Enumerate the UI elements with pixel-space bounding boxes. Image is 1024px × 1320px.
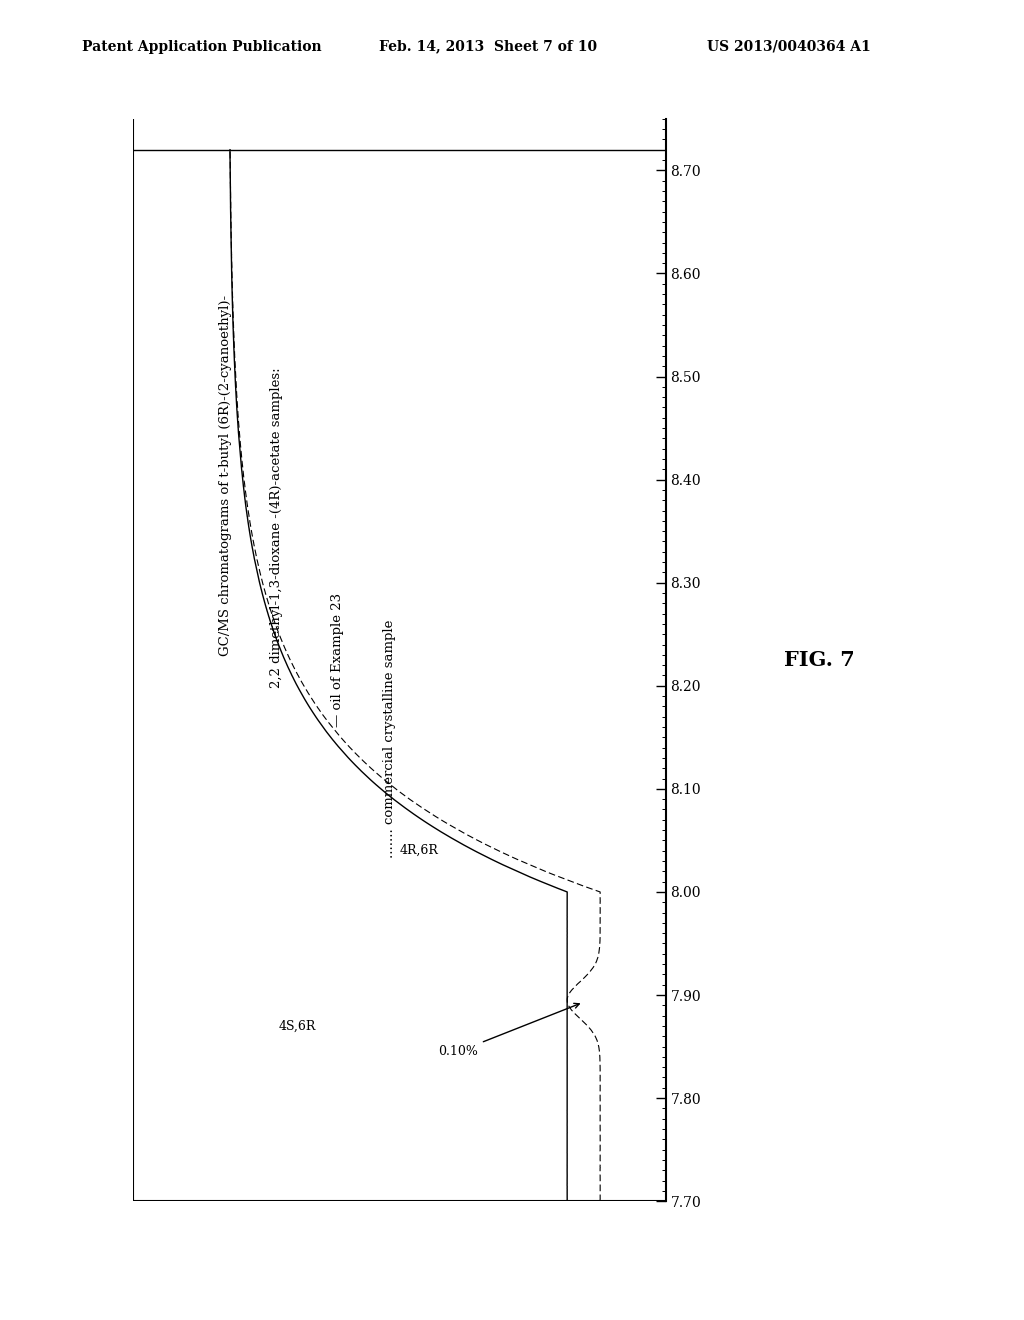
Text: 4S,6R: 4S,6R: [279, 1019, 315, 1032]
Text: US 2013/0040364 A1: US 2013/0040364 A1: [707, 40, 870, 54]
Text: 0.10%: 0.10%: [438, 1003, 580, 1059]
Text: GC/MS chromatograms of t-butyl (6R)-(2-cyanoethyl)-: GC/MS chromatograms of t-butyl (6R)-(2-c…: [219, 294, 231, 656]
Text: Feb. 14, 2013  Sheet 7 of 10: Feb. 14, 2013 Sheet 7 of 10: [379, 40, 597, 54]
Text: Patent Application Publication: Patent Application Publication: [82, 40, 322, 54]
Text: 4R,6R: 4R,6R: [399, 845, 438, 857]
Text: — oil of Example 23: — oil of Example 23: [332, 593, 344, 727]
Text: ....... commercial crystalline sample: ....... commercial crystalline sample: [383, 620, 395, 858]
Text: FIG. 7: FIG. 7: [783, 649, 855, 671]
Text: 2,2 dimethyl-1,3-dioxane -(4R)-acetate samples:: 2,2 dimethyl-1,3-dioxane -(4R)-acetate s…: [270, 368, 283, 688]
